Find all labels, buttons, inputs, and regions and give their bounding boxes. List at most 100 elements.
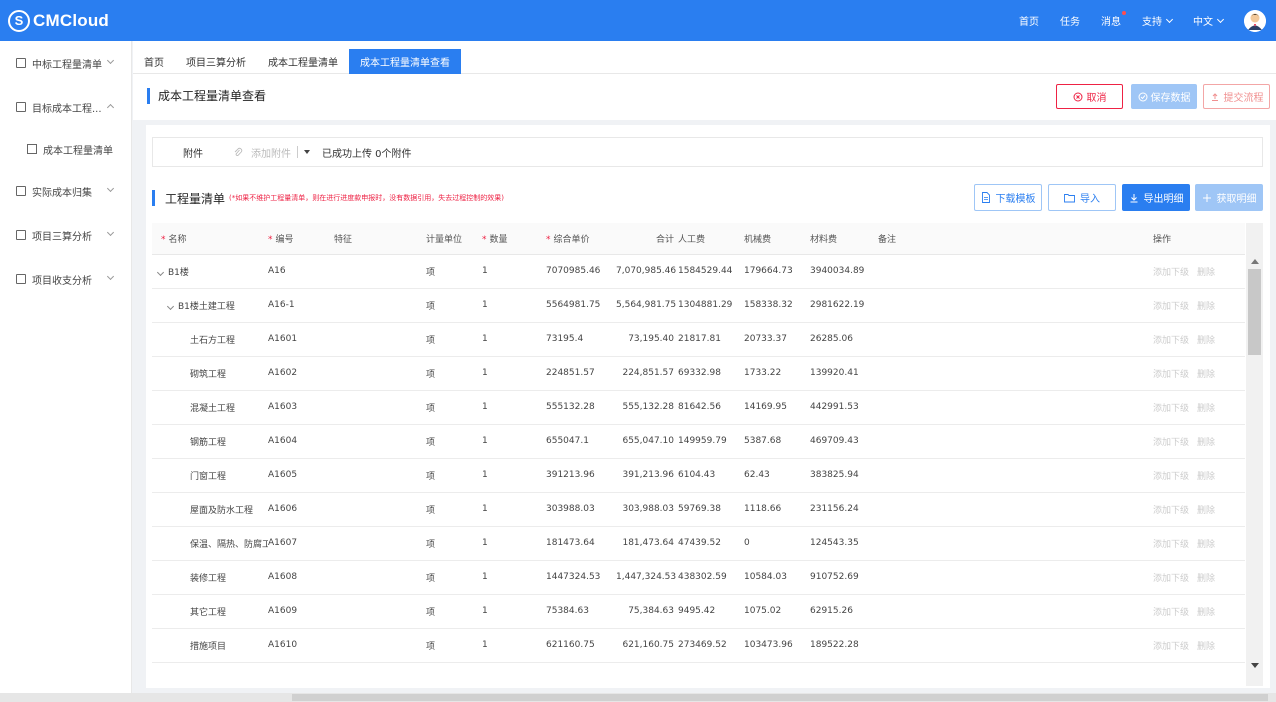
cell-machine: 10584.03	[744, 572, 787, 582]
cell-price: 1447324.53	[546, 572, 601, 582]
cell-name: 装修工程	[190, 573, 227, 584]
col-unit: 计量单位	[426, 223, 482, 255]
table-row[interactable]: 混凝土工程 A1603 项 1 555132.28 555,132.28 81642.56 1…	[152, 390, 1245, 424]
sidebar-item-target-cost[interactable]: 目标成本工程...	[0, 85, 131, 129]
table-header-row: * 名称 * 编号 特征 计量单位 * 数量 * 综合单价 合计 人工费 机械费 材料费…	[152, 223, 1245, 255]
cancel-circle-icon	[1073, 92, 1082, 101]
cell-name: 屋面及防水工程	[190, 505, 254, 516]
cell-feature	[334, 424, 426, 458]
chevron-down-icon[interactable]	[166, 302, 175, 310]
import-label: 导入	[1080, 194, 1100, 205]
nav-tasks[interactable]: 任务	[1060, 13, 1080, 28]
delete-link[interactable]: 删除	[1197, 471, 1216, 482]
app-logo[interactable]: S CMCloud	[0, 0, 135, 41]
cell-machine: 1733.22	[744, 368, 782, 378]
cell-price: 5564981.75	[546, 300, 601, 310]
delete-link[interactable]: 删除	[1197, 403, 1216, 414]
add-child-link[interactable]: 添加下级	[1153, 471, 1190, 482]
table-row[interactable]: 屋面及防水工程 A1606 项 1 303988.03 303,988.03 59769.3…	[152, 492, 1245, 526]
delete-link[interactable]: 删除	[1197, 573, 1216, 584]
avatar[interactable]	[1244, 9, 1266, 32]
table-row[interactable]: B1楼 A16 项 1 7070985.46 7,070,985.46 1584529.44…	[152, 254, 1245, 288]
scroll-down-icon[interactable]	[1251, 663, 1259, 668]
tab-three-calc[interactable]: 项目三算分析	[186, 58, 246, 69]
delete-link[interactable]: 删除	[1197, 267, 1216, 278]
delete-link[interactable]: 删除	[1197, 607, 1216, 618]
sidebar-item-income-expense[interactable]: 项目收支分析	[0, 257, 131, 301]
add-child-link[interactable]: 添加下级	[1153, 505, 1190, 516]
delete-link[interactable]: 删除	[1197, 335, 1216, 346]
nav-support[interactable]: 支持	[1142, 13, 1174, 28]
save-button[interactable]: 保存数据	[1131, 84, 1197, 109]
table-row[interactable]: 其它工程 A1609 项 1 75384.63 75,384.63 9495.42 1075.…	[152, 594, 1245, 628]
delete-link[interactable]: 删除	[1197, 505, 1216, 516]
download-template-button[interactable]: 下载模板	[974, 184, 1042, 211]
tab-cost-boq-view[interactable]: 成本工程量清单查看	[349, 49, 461, 74]
cell-ops: 添加下级 删除	[1137, 628, 1245, 662]
table-row[interactable]: 钢筋工程 A1604 项 1 655047.1 655,047.10 149959.79 53…	[152, 424, 1245, 458]
add-child-link[interactable]: 添加下级	[1153, 335, 1190, 346]
nav-language[interactable]: 中文	[1193, 13, 1225, 28]
import-button[interactable]: 导入	[1048, 184, 1116, 211]
boq-table: * 名称 * 编号 特征 计量单位 * 数量 * 综合单价 合计 人工费 机械费 材料费…	[152, 223, 1245, 663]
table-row[interactable]: 措施项目 A1610 项 1 621160.75 621,160.75 273469.52 1…	[152, 628, 1245, 662]
delete-link[interactable]: 删除	[1197, 369, 1216, 380]
fetch-details-button[interactable]: 获取明细	[1195, 184, 1263, 211]
cell-labor: 1304881.29	[678, 300, 733, 310]
vertical-scrollbar[interactable]	[1246, 223, 1263, 686]
scrollbar-thumb[interactable]	[292, 694, 1268, 701]
add-child-link[interactable]: 添加下级	[1153, 437, 1190, 448]
tab-home[interactable]: 首页	[144, 58, 164, 69]
cell-qty: 1	[482, 266, 488, 276]
sidebar-item-bid-boq[interactable]: 中标工程量清单	[0, 41, 131, 85]
add-child-link[interactable]: 添加下级	[1153, 267, 1190, 278]
nav-messages[interactable]: 消息	[1101, 11, 1126, 28]
cell-material: 442991.53	[810, 402, 859, 412]
delete-link[interactable]: 删除	[1197, 641, 1216, 652]
cell-unit: 项	[426, 335, 436, 346]
add-child-link[interactable]: 添加下级	[1153, 301, 1190, 312]
cell-qty: 1	[482, 606, 488, 616]
table-row[interactable]: 砌筑工程 A1602 项 1 224851.57 224,851.57 69332.98 17…	[152, 356, 1245, 390]
table-row[interactable]: 土石方工程 A1601 项 1 73195.4 73,195.40 21817.81 2073…	[152, 322, 1245, 356]
nav-home[interactable]: 首页	[1019, 13, 1039, 28]
cell-unit: 项	[426, 641, 436, 652]
delete-link[interactable]: 删除	[1197, 437, 1216, 448]
table-row[interactable]: 门窗工程 A1605 项 1 391213.96 391,213.96 6104.43 62.…	[152, 458, 1245, 492]
sidebar-subitem-cost-boq[interactable]: 成本工程量清单	[0, 129, 131, 169]
nav-messages-label: 消息	[1101, 17, 1121, 28]
paperclip-icon	[234, 147, 243, 156]
delete-link[interactable]: 删除	[1197, 539, 1216, 550]
add-child-link[interactable]: 添加下级	[1153, 539, 1190, 550]
add-child-link[interactable]: 添加下级	[1153, 403, 1190, 414]
cell-name: 门窗工程	[190, 471, 227, 482]
cell-name: 砌筑工程	[190, 369, 227, 380]
export-details-button[interactable]: 导出明细	[1122, 184, 1190, 211]
add-child-link[interactable]: 添加下级	[1153, 607, 1190, 618]
cell-total: 1,447,324.53	[616, 572, 677, 582]
delete-link[interactable]: 删除	[1197, 301, 1216, 312]
caret-down-icon[interactable]	[304, 150, 310, 154]
table-row[interactable]: 装修工程 A1608 项 1 1447324.53 1,447,324.53 438302.…	[152, 560, 1245, 594]
add-attachment-link[interactable]: 添加附件	[251, 148, 291, 160]
add-child-link[interactable]: 添加下级	[1153, 369, 1190, 380]
add-child-link[interactable]: 添加下级	[1153, 641, 1190, 652]
cell-material: 910752.69	[810, 572, 859, 582]
submit-button[interactable]: 提交流程	[1203, 84, 1270, 109]
cancel-button[interactable]: 取消	[1056, 84, 1123, 109]
scroll-up-icon[interactable]	[1251, 259, 1259, 264]
sidebar-item-actual-cost[interactable]: 实际成本归集	[0, 169, 131, 213]
scrollbar-thumb[interactable]	[1248, 269, 1261, 355]
cell-total: 5,564,981.75	[616, 300, 677, 310]
horizontal-scrollbar[interactable]	[0, 693, 1276, 702]
col-feature: 特征	[334, 223, 426, 255]
add-child-link[interactable]: 添加下级	[1153, 573, 1190, 584]
chevron-down-icon[interactable]	[156, 268, 165, 276]
tab-cost-boq[interactable]: 成本工程量清单	[268, 58, 338, 69]
cell-material: 139920.41	[810, 368, 859, 378]
cell-remark	[878, 492, 1137, 526]
sidebar-item-three-calc[interactable]: 项目三算分析	[0, 213, 131, 257]
cell-ops: 添加下级 删除	[1137, 424, 1245, 458]
table-row[interactable]: B1楼土建工程 A16-1 项 1 5564981.75 5,564,981.75 1304…	[152, 288, 1245, 322]
table-row[interactable]: 保温、隔热、防腐工程A1607 项 1 181473.64 181,473.64 4743…	[152, 526, 1245, 560]
